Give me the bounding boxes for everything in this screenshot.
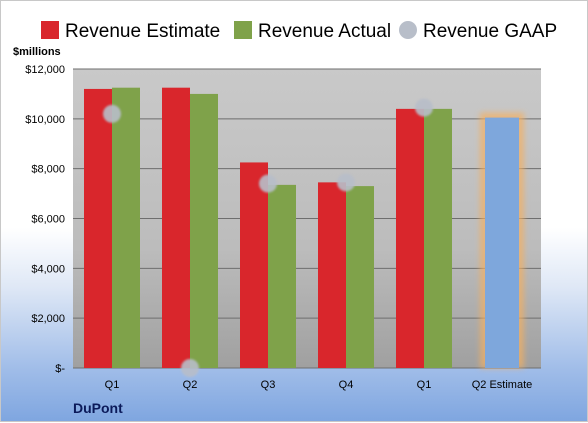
x-tick-label: Q3 [261, 379, 276, 391]
bar-revenue-estimate [162, 87, 190, 368]
bar-revenue-actual [190, 93, 218, 369]
gaap-marker [259, 174, 277, 193]
legend: Revenue Estimate Revenue Actual Revenue GA… [41, 21, 557, 42]
bar-revenue-actual [346, 186, 374, 368]
legend-label: Revenue Estimate [65, 21, 220, 42]
y-tick-label: $12,000 [25, 64, 65, 76]
x-tick-label: Q1 [417, 379, 432, 391]
y-tick-label: $10,000 [25, 114, 65, 126]
y-tick-label: $8,000 [31, 164, 65, 176]
bar-revenue-actual [424, 108, 452, 368]
x-tick-label: Q2 Estimate [472, 379, 533, 391]
gaap-marker [337, 173, 355, 192]
bar-revenue-actual [112, 87, 140, 368]
x-tick-label: Q1 [105, 379, 120, 391]
company-name: DuPont [73, 400, 123, 416]
y-tick-label: $- [55, 363, 65, 375]
gaap-marker [103, 104, 121, 123]
legend-marker-revenue-gaap [399, 21, 417, 39]
bar-revenue-estimate [240, 162, 268, 368]
x-tick-label: Q4 [339, 379, 354, 391]
y-axis-unit-label: $millions [13, 46, 61, 58]
legend-label: Revenue Actual [258, 21, 391, 42]
plot-area: $- $2,000 $4,000 $6,000 $8,000 $10,000 $12,000… [25, 64, 541, 391]
y-tick-label: $6,000 [31, 214, 65, 226]
gaap-marker [415, 98, 433, 117]
bar-q2-estimate [485, 117, 519, 369]
bar-revenue-estimate [396, 108, 424, 368]
bar-revenue-actual [268, 184, 296, 368]
bar-revenue-estimate [318, 182, 346, 368]
gaap-marker [181, 359, 199, 377]
y-tick-label: $2,000 [31, 313, 65, 325]
legend-label: Revenue GAAP [423, 21, 557, 42]
x-tick-label: Q2 [183, 379, 198, 391]
bar-revenue-estimate [84, 88, 112, 368]
legend-swatch [234, 21, 252, 39]
legend-swatch [41, 21, 59, 39]
y-tick-label: $4,000 [31, 263, 65, 275]
